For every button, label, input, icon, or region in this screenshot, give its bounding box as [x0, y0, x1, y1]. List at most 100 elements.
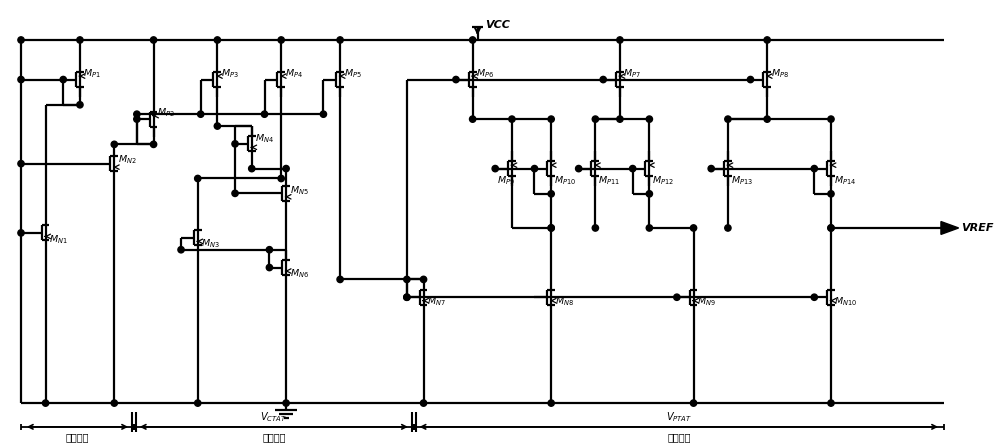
Circle shape	[320, 111, 327, 117]
Circle shape	[18, 160, 24, 167]
Circle shape	[404, 294, 410, 301]
Circle shape	[828, 116, 834, 122]
Circle shape	[111, 141, 117, 147]
Text: 产生电路: 产生电路	[667, 432, 691, 442]
Circle shape	[150, 141, 157, 147]
Text: $M_{N10}$: $M_{N10}$	[834, 296, 858, 309]
Text: $M_{P2}$: $M_{P2}$	[157, 107, 175, 119]
Circle shape	[134, 116, 140, 122]
Circle shape	[725, 225, 731, 231]
Circle shape	[690, 225, 697, 231]
Circle shape	[828, 225, 834, 231]
Circle shape	[266, 264, 273, 271]
Circle shape	[195, 175, 201, 182]
Circle shape	[617, 116, 623, 122]
Circle shape	[42, 400, 49, 406]
Text: $M_{N4}$: $M_{N4}$	[255, 133, 274, 145]
Text: $M_{P3}$: $M_{P3}$	[221, 67, 239, 80]
Circle shape	[548, 190, 554, 197]
Text: $M_{P12}$: $M_{P12}$	[652, 174, 674, 187]
Circle shape	[214, 37, 221, 43]
Text: VREF: VREF	[962, 223, 994, 233]
Circle shape	[337, 37, 343, 43]
Text: $M_{N3}$: $M_{N3}$	[201, 238, 220, 250]
Polygon shape	[941, 222, 959, 234]
Text: $V_{CTAT}$: $V_{CTAT}$	[260, 410, 287, 424]
Circle shape	[283, 166, 289, 172]
Circle shape	[592, 225, 599, 231]
Circle shape	[404, 276, 410, 282]
Circle shape	[420, 400, 427, 406]
Circle shape	[828, 400, 834, 406]
Circle shape	[77, 37, 83, 43]
Circle shape	[576, 166, 582, 172]
Circle shape	[261, 111, 268, 117]
Text: $M_{P9}$: $M_{P9}$	[497, 174, 515, 187]
Text: $M_{P7}$: $M_{P7}$	[623, 67, 641, 80]
Circle shape	[420, 276, 427, 282]
Circle shape	[828, 190, 834, 197]
Circle shape	[278, 37, 284, 43]
Circle shape	[404, 294, 410, 301]
Text: 产生电路: 产生电路	[262, 432, 286, 442]
Circle shape	[232, 190, 238, 197]
Text: 启动电路: 启动电路	[66, 432, 89, 442]
Text: $M_{P11}$: $M_{P11}$	[598, 174, 620, 187]
Circle shape	[828, 225, 834, 231]
Text: $M_{P4}$: $M_{P4}$	[285, 67, 303, 80]
Text: $M_{N7}$: $M_{N7}$	[427, 296, 446, 309]
Text: $M_{P13}$: $M_{P13}$	[731, 174, 753, 187]
Text: $V_{PTAT}$: $V_{PTAT}$	[666, 410, 692, 424]
Circle shape	[764, 37, 770, 43]
Circle shape	[531, 166, 538, 172]
Text: $M_{N9}$: $M_{N9}$	[697, 296, 716, 309]
Text: $M_{N1}$: $M_{N1}$	[49, 234, 68, 246]
Circle shape	[77, 102, 83, 108]
Circle shape	[111, 400, 117, 406]
Circle shape	[630, 166, 636, 172]
Circle shape	[195, 400, 201, 406]
Text: $M_{N2}$: $M_{N2}$	[118, 154, 136, 166]
Text: VCC: VCC	[485, 20, 510, 30]
Circle shape	[646, 116, 653, 122]
Circle shape	[548, 116, 554, 122]
Circle shape	[674, 294, 680, 301]
Text: $M_{P5}$: $M_{P5}$	[344, 67, 361, 80]
Circle shape	[278, 175, 284, 182]
Circle shape	[811, 166, 817, 172]
Circle shape	[150, 37, 157, 43]
Text: $M_{P14}$: $M_{P14}$	[834, 174, 856, 187]
Circle shape	[198, 111, 204, 117]
Circle shape	[232, 141, 238, 147]
Circle shape	[453, 76, 459, 83]
Text: $M_{N8}$: $M_{N8}$	[555, 296, 574, 309]
Circle shape	[548, 400, 554, 406]
Text: $M_{P8}$: $M_{P8}$	[771, 67, 789, 80]
Circle shape	[469, 116, 476, 122]
Circle shape	[617, 37, 623, 43]
Circle shape	[811, 294, 817, 301]
Text: $M_{P10}$: $M_{P10}$	[554, 174, 576, 187]
Circle shape	[592, 116, 599, 122]
Circle shape	[646, 225, 653, 231]
Circle shape	[134, 111, 140, 117]
Circle shape	[492, 166, 498, 172]
Circle shape	[214, 123, 221, 129]
Text: $M_{N5}$: $M_{N5}$	[290, 184, 308, 197]
Circle shape	[178, 246, 184, 253]
Circle shape	[283, 400, 289, 406]
Circle shape	[509, 116, 515, 122]
Circle shape	[18, 37, 24, 43]
Text: $M_{P6}$: $M_{P6}$	[476, 67, 494, 80]
Circle shape	[764, 116, 770, 122]
Circle shape	[18, 76, 24, 83]
Circle shape	[18, 230, 24, 236]
Circle shape	[548, 225, 554, 231]
Circle shape	[708, 166, 714, 172]
Circle shape	[337, 276, 343, 282]
Circle shape	[725, 116, 731, 122]
Circle shape	[600, 76, 606, 83]
Circle shape	[249, 166, 255, 172]
Circle shape	[266, 246, 273, 253]
Circle shape	[548, 225, 554, 231]
